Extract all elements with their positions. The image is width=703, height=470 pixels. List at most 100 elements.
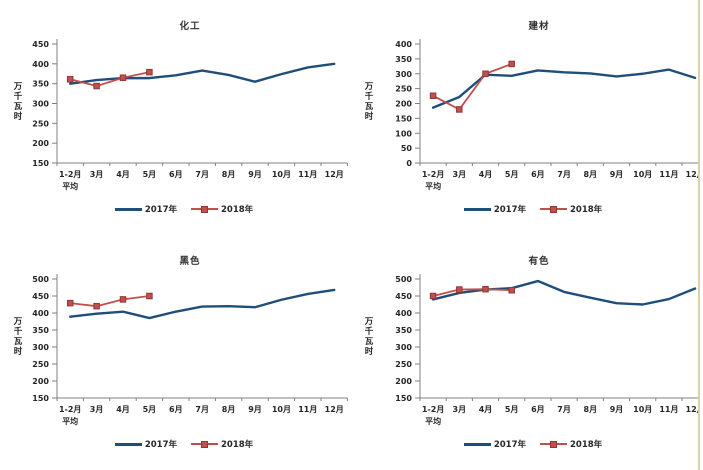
svg-text:11月: 11月: [659, 405, 678, 414]
svg-text:10月: 10月: [272, 405, 291, 414]
square-marker-icon: [550, 441, 557, 448]
svg-text:400: 400: [32, 60, 49, 69]
line-2018-swatch: [540, 441, 567, 448]
svg-text:250: 250: [32, 360, 49, 369]
svg-text:8月: 8月: [222, 170, 236, 179]
legend-item-2018: 2018年: [191, 203, 253, 215]
svg-text:6月: 6月: [169, 170, 183, 179]
chart-chemical[interactable]: 化工 万千瓦时 150 200 250 300 350 400 450 1-2月 平均 3月 4月 5…: [0, 0, 350, 232]
y-axis-label: 万千瓦时: [364, 82, 374, 122]
svg-text:350: 350: [32, 326, 49, 335]
svg-text:350: 350: [395, 326, 412, 335]
legend-label-2017: 2017年: [144, 205, 177, 215]
svg-text:500: 500: [32, 275, 49, 284]
svg-text:平均: 平均: [425, 181, 441, 191]
svg-text:150: 150: [395, 394, 412, 403]
chart-building-materials[interactable]: 建材 万千瓦时 0 50 100 150 200 250 300 350 400 1-2月 平均 3月…: [350, 0, 698, 232]
svg-text:4月: 4月: [116, 405, 130, 414]
svg-text:3月: 3月: [453, 405, 467, 414]
svg-text:5月: 5月: [143, 170, 157, 179]
svg-text:200: 200: [32, 139, 49, 148]
svg-text:4月: 4月: [479, 405, 493, 414]
svg-text:9月: 9月: [610, 170, 624, 179]
svg-text:8月: 8月: [584, 405, 598, 414]
svg-text:3月: 3月: [453, 170, 467, 179]
chart-title: 建材: [528, 21, 550, 32]
svg-text:10月: 10月: [272, 170, 291, 179]
svg-text:350: 350: [32, 80, 49, 89]
svg-text:7月: 7月: [195, 405, 209, 414]
svg-text:4月: 4月: [479, 170, 493, 179]
svg-text:5月: 5月: [143, 405, 157, 414]
svg-text:5月: 5月: [505, 170, 519, 179]
line-2018-swatch: [191, 206, 218, 213]
svg-text:9月: 9月: [248, 405, 262, 414]
svg-text:400: 400: [395, 309, 412, 318]
svg-text:3月: 3月: [90, 405, 104, 414]
svg-text:400: 400: [32, 309, 49, 318]
svg-text:10月: 10月: [633, 405, 652, 414]
chart-legend: 2017年 2018年: [350, 438, 698, 450]
square-marker-icon: [201, 441, 208, 448]
line-2017-swatch: [114, 206, 142, 213]
svg-text:200: 200: [395, 100, 412, 109]
legend-label-2017: 2017年: [493, 205, 526, 215]
svg-text:0: 0: [406, 159, 412, 168]
line-2017-swatch: [463, 206, 491, 213]
svg-text:500: 500: [395, 275, 412, 284]
svg-text:11月: 11月: [298, 405, 317, 414]
legend-label-2017: 2017年: [144, 440, 177, 450]
svg-text:11月: 11月: [659, 170, 678, 179]
chart-legend: 2017年 2018年: [0, 203, 350, 215]
chart-non-ferrous[interactable]: 有色 万千瓦时 150 200 250 300 350 400 450 500 1-2月 平均 3月…: [350, 235, 698, 467]
svg-text:6月: 6月: [531, 405, 545, 414]
svg-text:8月: 8月: [584, 170, 598, 179]
svg-text:200: 200: [32, 377, 49, 386]
line-2018-swatch: [540, 206, 567, 213]
svg-text:450: 450: [32, 40, 49, 49]
svg-text:300: 300: [395, 343, 412, 352]
svg-text:300: 300: [395, 70, 412, 79]
svg-text:10月: 10月: [633, 170, 652, 179]
svg-text:7月: 7月: [195, 170, 209, 179]
chart-ferrous[interactable]: 黑色 万千瓦时 150 200 250 300 350 400 450 500 1-2月 平均 3月…: [0, 235, 350, 467]
svg-text:5月: 5月: [505, 405, 519, 414]
svg-text:4月: 4月: [116, 170, 130, 179]
svg-text:100: 100: [395, 129, 412, 138]
chart-legend: 2017年 2018年: [350, 203, 698, 215]
svg-text:12月: 12月: [325, 170, 344, 179]
svg-text:3月: 3月: [90, 170, 104, 179]
legend-label-2018: 2018年: [221, 440, 254, 450]
legend-item-2018: 2018年: [540, 203, 602, 215]
svg-text:12月: 12月: [325, 405, 344, 414]
legend-label-2018: 2018年: [221, 205, 254, 215]
svg-text:平均: 平均: [425, 416, 441, 426]
svg-text:12月: 12月: [686, 405, 698, 414]
legend-label-2018: 2018年: [570, 440, 603, 450]
line-2017-swatch: [114, 441, 142, 448]
svg-text:1-2月: 1-2月: [59, 170, 81, 179]
legend-item-2017: 2017年: [114, 203, 177, 215]
square-marker-icon: [201, 206, 208, 213]
chart-title: 有色: [528, 256, 550, 267]
square-marker-icon: [550, 206, 557, 213]
legend-item-2017: 2017年: [114, 438, 177, 450]
svg-text:9月: 9月: [248, 170, 262, 179]
svg-text:7月: 7月: [557, 405, 571, 414]
svg-text:1-2月: 1-2月: [422, 405, 444, 414]
svg-text:8月: 8月: [222, 405, 236, 414]
svg-text:450: 450: [32, 292, 49, 301]
svg-text:6月: 6月: [531, 170, 545, 179]
chart-title: 黑色: [179, 256, 201, 267]
svg-text:300: 300: [32, 343, 49, 352]
svg-text:1-2月: 1-2月: [422, 170, 444, 179]
svg-text:9月: 9月: [610, 405, 624, 414]
legend-item-2017: 2017年: [463, 438, 526, 450]
svg-text:300: 300: [32, 100, 49, 109]
legend-label-2018: 2018年: [570, 205, 603, 215]
svg-text:1-2月: 1-2月: [59, 405, 81, 414]
chart-legend: 2017年 2018年: [0, 438, 350, 450]
